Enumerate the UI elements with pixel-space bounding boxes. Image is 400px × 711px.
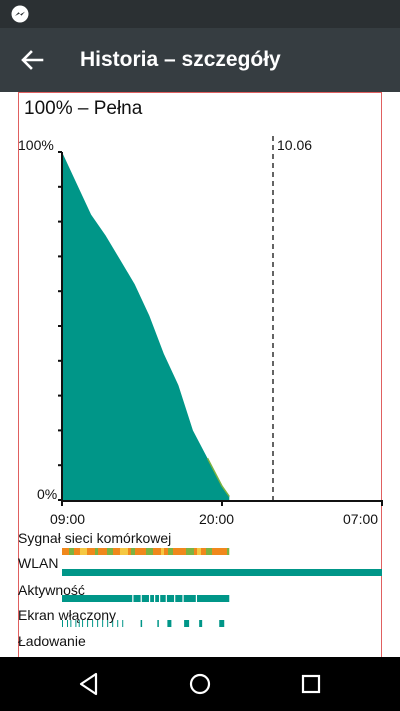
screen-on-segment <box>87 620 89 627</box>
activity-gap <box>140 595 142 602</box>
screen-on-segment <box>184 620 190 627</box>
screen-on-segment <box>62 620 63 627</box>
signal-segment <box>65 548 69 555</box>
back-triangle-icon[interactable] <box>74 669 104 699</box>
status-bar <box>0 0 400 28</box>
activity-segment <box>62 595 230 602</box>
screen-on-segment <box>78 620 80 627</box>
recents-square-icon[interactable] <box>296 669 326 699</box>
signal-segment <box>186 548 194 555</box>
activity-gap <box>165 595 167 602</box>
activity-gap <box>159 595 161 602</box>
signal-segment <box>168 548 173 555</box>
signal-segment <box>135 548 140 555</box>
page-title: Historia – szczegóły <box>80 48 281 71</box>
screen-on-track-bar <box>62 620 225 627</box>
screen-on-segment <box>102 620 104 627</box>
screen-on-segment <box>75 620 77 627</box>
signal-segment <box>206 548 212 555</box>
track-label-activity: Aktywność <box>18 582 85 598</box>
signal-segment <box>69 548 74 555</box>
activity-gap <box>154 595 156 602</box>
track-label-charging: Ładowanie <box>18 633 86 649</box>
screen-on-segment <box>97 620 99 627</box>
activity-track-bar <box>62 595 230 602</box>
screen-on-segment <box>219 620 225 627</box>
screen-on-segment <box>82 620 84 627</box>
wlan-track-bar <box>62 569 382 576</box>
x-tick-label: 07:00 <box>343 511 378 527</box>
signal-segment <box>161 548 164 555</box>
battery-level-edge <box>206 457 230 497</box>
activity-gap <box>132 595 134 602</box>
track-label-wlan: WLAN <box>18 555 59 571</box>
screen-on-segment <box>112 620 114 627</box>
battery-history-detail: 100% – Pełna 10.06 100% 0% 09:00 20:00 0… <box>0 92 400 658</box>
screen-on-segment <box>122 620 124 627</box>
screen-on-segment <box>199 620 203 627</box>
x-axis-ticks <box>61 500 383 506</box>
signal-segment <box>120 548 128 555</box>
x-tick-label: 20:00 <box>199 511 234 527</box>
y-min-label: 0% <box>37 486 57 502</box>
screen-on-segment <box>70 620 72 627</box>
screen-on-segment <box>157 620 159 627</box>
signal-segment <box>173 548 179 555</box>
screen-on-segment <box>67 620 69 627</box>
signal-segment <box>80 548 87 555</box>
signal-segment <box>87 548 95 555</box>
signal-segment <box>131 548 135 555</box>
activity-gap <box>195 595 198 602</box>
home-circle-icon[interactable] <box>185 669 215 699</box>
track-label-screen: Ekran włączony <box>18 607 117 623</box>
signal-segment <box>107 548 113 555</box>
signal-track-bar <box>62 548 230 555</box>
signal-segment <box>164 548 168 555</box>
messenger-icon <box>11 5 29 23</box>
screen-on-segment <box>92 620 94 627</box>
signal-segment <box>62 548 65 555</box>
screen-on-segment <box>117 620 119 627</box>
signal-segment <box>201 548 206 555</box>
signal-segment <box>179 548 186 555</box>
signal-segment <box>102 548 107 555</box>
screen-on-segment <box>107 620 109 627</box>
battery-status-text: 100% – Pełna <box>24 98 143 119</box>
battery-level-area <box>62 152 230 500</box>
y-axis-ticks <box>58 151 62 501</box>
battery-level-chart: 10.06 100% 0% 09:00 20:00 07:00 <box>18 136 383 627</box>
signal-segment <box>98 548 102 555</box>
signal-segment <box>153 548 161 555</box>
signal-segment <box>113 548 120 555</box>
signal-segment <box>74 548 80 555</box>
date-marker-label: 10.06 <box>277 137 312 153</box>
signal-segment <box>146 548 153 555</box>
signal-segment <box>128 548 131 555</box>
app-bar: Historia – szczegóły <box>0 28 400 92</box>
signal-segment <box>95 548 98 555</box>
signal-segment <box>212 548 219 555</box>
signal-segment <box>194 548 197 555</box>
activity-gap <box>182 595 184 602</box>
activity-gap <box>148 595 151 602</box>
track-label-signal: Sygnał sieci komórkowej <box>18 530 172 546</box>
signal-segment <box>227 548 230 555</box>
screen-on-segment <box>167 620 172 627</box>
signal-segment <box>219 548 227 555</box>
signal-segment <box>197 548 201 555</box>
activity-gap <box>174 595 176 602</box>
signal-segment <box>140 548 146 555</box>
x-tick-label: 09:00 <box>50 511 85 527</box>
arrow-back-icon[interactable] <box>16 44 48 76</box>
y-max-label: 100% <box>18 137 54 153</box>
system-navigation-bar <box>0 657 400 711</box>
screen-on-segment <box>140 620 143 627</box>
